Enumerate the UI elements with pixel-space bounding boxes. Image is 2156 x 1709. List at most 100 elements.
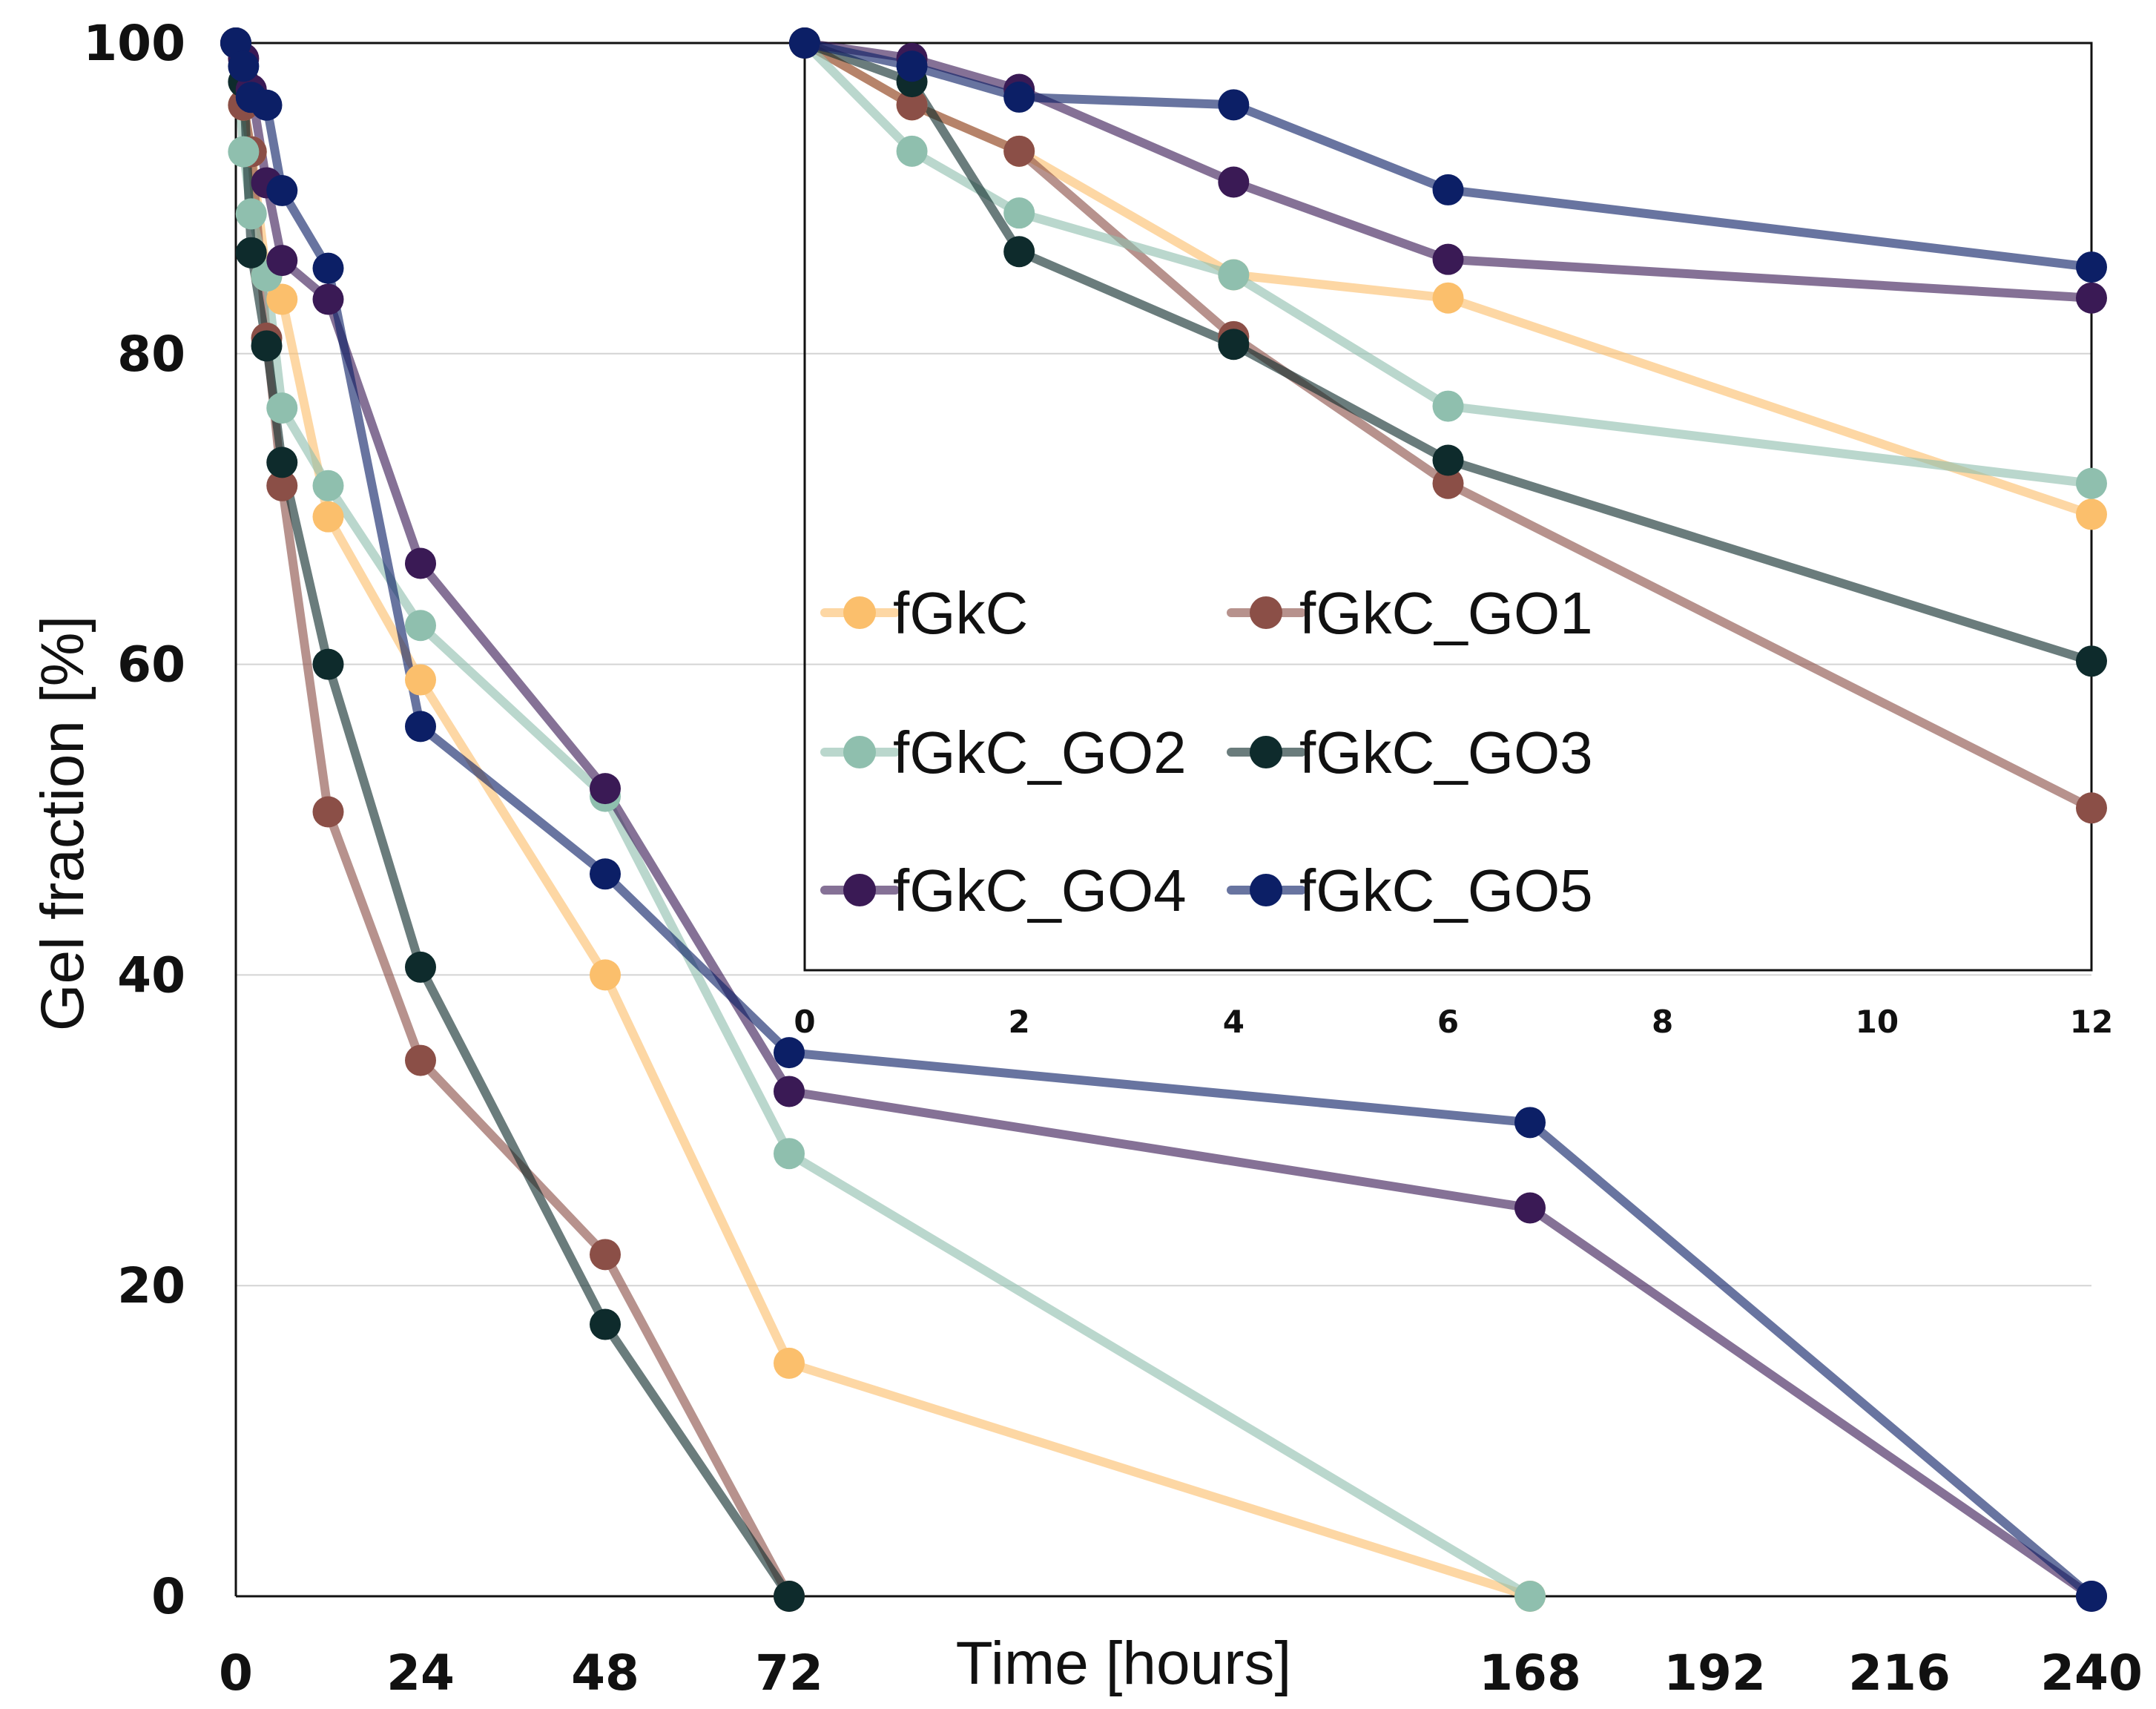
y-tick-label: 60 [117,636,185,694]
legend-swatch-marker [843,736,876,768]
legend-swatch-marker [843,874,876,906]
main-gridlines [236,352,2091,1287]
legend-label: fGkC_GO1 [1299,580,1593,646]
main-point-fGkC_GO4 [1514,1192,1546,1224]
inset-point-fGkC_GO5 [1432,174,1464,205]
y-tick-label: 20 [117,1257,185,1314]
main-point-fGkC [774,1347,805,1379]
inset-point-fGkC_GO1 [896,89,928,121]
main-point-fGkC_GO4 [405,547,436,579]
main-point-fGkC_GO3 [405,951,436,983]
main-point-fGkC_GO5 [228,50,260,82]
inset-point-fGkC [1432,282,1464,314]
inset-point-fGkC_GO5 [2076,251,2107,283]
inset-point-fGkC_GO5 [789,27,820,59]
inset-point-fGkC_GO1 [2076,792,2107,824]
x-tick-label: 48 [571,1644,639,1702]
main-point-fGkC_GO2 [266,392,298,424]
main-point-fGkC_GO5 [774,1037,805,1069]
main-plot-frame [234,42,2091,1598]
main-line-fGkC_GO2 [231,39,1534,1601]
x-tick-label: 72 [755,1644,823,1702]
legend-item-fGkC_GO3: fGkC_GO3 [1227,720,1593,786]
x-tick-label: 0 [219,1644,253,1702]
inset-point-fGkC_GO2 [1003,197,1035,229]
main-point-fGkC_GO1 [590,1239,621,1271]
legend-label: fGkC_GO3 [1299,720,1593,786]
legend-item-fGkC_GO4: fGkC_GO4 [820,857,1187,923]
main-point-fGkC_GO2 [235,198,267,230]
inset-x-tick-label: 6 [1437,1004,1459,1040]
legend: fGkC fGkC_GO1 fGkC_GO2 fGkC_GO3 fGkC_GO4 fGkC… [820,580,1593,923]
inset-x-tick-label: 0 [794,1004,815,1040]
main-point-fGkC_GO1 [266,470,298,501]
main-point-fGkC_GO4 [590,773,621,805]
inset-x-tick-label: 2 [1009,1004,1030,1040]
main-point-fGkC_GO2 [228,136,260,168]
legend-swatch-marker [1250,874,1282,906]
main-point-fGkC_GO4 [266,245,298,277]
main-point-fGkC_GO5 [590,858,621,890]
inset-point-fGkC_GO4 [2076,282,2107,314]
inset-point-fGkC_GO2 [1218,259,1250,291]
y-tick-label: 80 [117,326,185,383]
x-axis-title: Time [hours] [956,1630,1292,1697]
y-tick-label: 0 [151,1568,185,1625]
legend-swatch-marker [1250,596,1282,629]
inset-line-fGkC_GO2 [800,39,2096,488]
y-tick-label: 100 [83,15,185,72]
inset-series-lines [800,39,2096,813]
main-point-fGkC_GO2 [774,1138,805,1170]
y-axis-title: Gel fraction [%] [29,616,96,1032]
inset-point-fGkC_GO5 [1218,89,1250,121]
main-point-fGkC [266,283,298,315]
x-tick-label: 192 [1664,1644,1766,1702]
inset-point-fGkC_GO3 [1218,329,1250,360]
legend-label: fGkC [893,580,1028,646]
x-tick-label: 216 [1848,1644,1951,1702]
main-point-fGkC_GO3 [251,330,283,362]
inset-point-fGkC [2076,498,2107,530]
main-point-fGkC_GO2 [405,610,436,642]
main-point-fGkC_GO2 [1514,1581,1546,1612]
main-point-fGkC_GO5 [405,711,436,742]
legend-label: fGkC_GO4 [893,857,1187,923]
inset-x-tick-label: 8 [1652,1004,1673,1040]
inset-x-tick-label: 10 [1856,1004,1899,1040]
inset-line-fGkC_GO4 [800,39,2096,303]
legend-swatch-marker [843,596,876,629]
inset-point-fGkC_GO3 [1003,236,1035,268]
main-point-fGkC [405,664,436,696]
main-point-fGkC_GO5 [312,252,344,284]
legend-label: fGkC_GO5 [1299,857,1593,923]
main-point-fGkC_GO1 [405,1044,436,1076]
legend-swatch-marker [1250,736,1282,768]
main-point-fGkC_GO4 [312,283,344,315]
inset-point-fGkC_GO4 [1218,166,1250,198]
inset-point-fGkC_GO3 [2076,645,2107,677]
legend-item-fGkC_GO2: fGkC_GO2 [820,720,1187,786]
x-tick-label: 240 [2040,1644,2143,1702]
inset-point-fGkC_GO1 [1432,467,1464,499]
x-tick-label: 24 [386,1644,455,1702]
legend-label: fGkC_GO2 [893,720,1187,786]
inset-point-fGkC_GO1 [1003,135,1035,167]
legend-item-fGkC: fGkC [820,580,1028,646]
main-point-fGkC_GO3 [774,1581,805,1612]
main-point-fGkC_GO5 [1514,1107,1546,1139]
main-point-fGkC_GO4 [774,1076,805,1107]
inset-point-fGkC_GO3 [1432,444,1464,476]
main-point-fGkC [312,501,344,533]
inset-point-fGkC_GO4 [1432,243,1464,275]
main-point-fGkC_GO3 [266,447,298,478]
main-point-fGkC_GO3 [590,1308,621,1340]
main-point-fGkC_GO5 [251,89,283,121]
main-series-points [220,27,2107,1612]
main-point-fGkC_GO2 [312,470,344,501]
main-point-fGkC_GO3 [235,237,267,269]
inset-x-tick-label: 4 [1223,1004,1245,1040]
inset-series-points [789,27,2107,824]
main-point-fGkC_GO5 [266,174,298,206]
inset-line-fGkC_GO1 [800,39,2096,813]
